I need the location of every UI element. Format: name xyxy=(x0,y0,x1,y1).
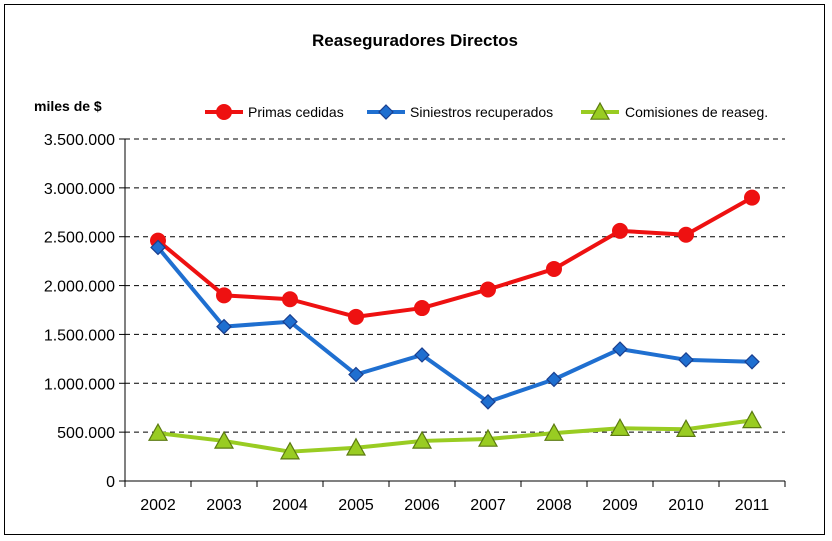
data-point xyxy=(414,347,430,363)
data-point xyxy=(744,353,760,370)
series-primas-cedidas xyxy=(150,189,760,325)
legend-label: Siniestros recuperados xyxy=(410,104,553,120)
data-point xyxy=(348,308,364,325)
x-tick-label: 2007 xyxy=(470,497,506,514)
y-tick-label: 0 xyxy=(106,474,115,491)
y-tick-label: 2.000.000 xyxy=(44,279,115,296)
series-line xyxy=(156,195,753,319)
axes xyxy=(119,138,786,487)
data-point xyxy=(612,341,628,357)
data-point xyxy=(213,430,235,449)
data-point xyxy=(282,313,298,330)
y-tick-label: 1.500.000 xyxy=(44,327,115,344)
y-axis-label: miles de $ xyxy=(34,98,102,114)
data-point xyxy=(741,410,763,429)
data-point xyxy=(150,239,166,256)
chart-title: Reaseguradores Directos xyxy=(312,31,518,50)
legend-marker xyxy=(216,104,232,120)
data-point xyxy=(678,226,694,243)
data-point xyxy=(480,281,496,298)
data-point xyxy=(609,417,631,437)
series-group xyxy=(147,189,763,460)
legend: Primas cedidas Siniestros recuperados Comi… xyxy=(205,101,768,120)
x-tick-label: 2010 xyxy=(668,497,704,514)
data-point xyxy=(546,260,562,277)
data-point xyxy=(279,441,301,460)
y-tick-label: 2.500.000 xyxy=(44,230,115,247)
x-tick-label: 2011 xyxy=(735,497,770,514)
series-line xyxy=(157,418,753,454)
data-point xyxy=(546,371,562,388)
data-point xyxy=(216,318,232,335)
data-point xyxy=(675,418,697,438)
x-tick-label: 2004 xyxy=(272,497,308,514)
x-tick-label: 2005 xyxy=(338,497,374,514)
legend-label: Comisiones de reaseg. xyxy=(625,104,768,120)
series-line xyxy=(156,246,753,404)
y-tick-label: 1.000.000 xyxy=(44,376,115,393)
data-point xyxy=(543,422,565,441)
x-tick-label: 2008 xyxy=(536,497,572,514)
legend-item: Comisiones de reaseg. xyxy=(581,101,768,120)
gridlines xyxy=(125,138,785,433)
data-point xyxy=(282,291,298,308)
data-point xyxy=(348,366,364,383)
x-tick-label: 2003 xyxy=(206,497,242,514)
data-point xyxy=(411,430,433,449)
x-tick-label: 2009 xyxy=(602,497,638,514)
data-point xyxy=(477,428,499,447)
y-tick-label: 3.000.000 xyxy=(44,181,115,198)
data-point xyxy=(216,287,232,304)
data-point xyxy=(414,300,430,317)
data-point xyxy=(345,437,367,456)
legend-item: Siniestros recuperados xyxy=(367,104,553,120)
data-point xyxy=(744,189,760,206)
legend-marker xyxy=(589,101,611,120)
legend-marker xyxy=(378,104,394,120)
data-point xyxy=(612,222,628,239)
data-point xyxy=(678,351,694,368)
y-tick-label: 500.000 xyxy=(57,425,115,442)
data-point xyxy=(480,394,496,410)
series-comisiones-de-reaseg xyxy=(147,410,763,460)
legend-label: Primas cedidas xyxy=(248,104,344,120)
x-tick-label: 2002 xyxy=(140,497,176,514)
legend-item: Primas cedidas xyxy=(205,104,344,120)
y-tick-label: 3.500.000 xyxy=(44,132,115,149)
data-point xyxy=(147,422,169,441)
x-tick-label: 2006 xyxy=(404,497,440,514)
series-siniestros-recuperados xyxy=(150,239,760,410)
tick-labels: 0 500.000 1.000.000 1.500.000 2.000.000 2.500… xyxy=(44,132,769,514)
